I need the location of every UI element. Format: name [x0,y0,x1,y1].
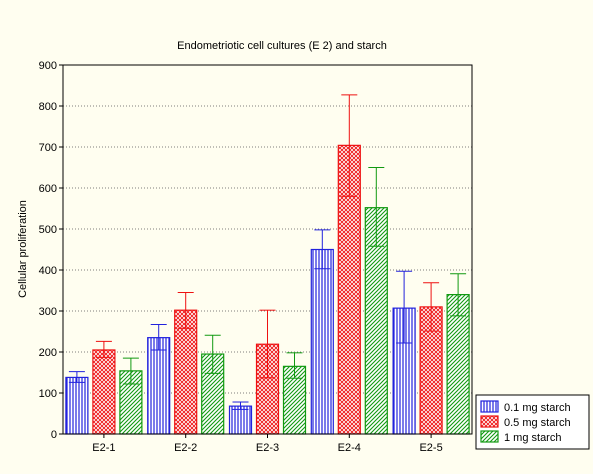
y-tick-label: 100 [39,388,57,400]
y-tick-label: 400 [39,265,57,277]
y-tick-label: 600 [39,183,57,195]
bar [65,376,89,435]
x-tick-label: E2-2 [174,442,197,454]
legend-swatch [480,400,499,413]
x-tick-label: E2-5 [419,442,442,454]
legend-swatch [480,430,499,443]
y-tick-label: 700 [39,142,57,154]
legend: 0.1 mg starch 0.5 mg starch 1 mg starch [475,394,590,450]
x-tick-label: E2-3 [256,442,279,454]
chart-title: Endometriotic cell cultures (E 2) and st… [177,40,387,52]
x-tick-label: E2-1 [92,442,115,454]
x-tick-label: E2-4 [338,442,361,454]
bar [174,309,198,435]
legend-label: 0.5 mg starch [504,417,571,429]
bars [65,144,470,435]
y-tick-label: 300 [39,306,57,318]
y-tick-label: 800 [39,101,57,113]
y-tick-label: 500 [39,224,57,236]
y-axis-label: Cellular proliferation [17,200,29,298]
bar [147,337,171,435]
legend-label: 0.1 mg starch [504,402,571,414]
y-tick-label: 200 [39,347,57,359]
bar [92,349,116,435]
legend-swatch [480,415,499,428]
y-tick-label: 900 [39,60,57,72]
x-axis-ticks: E2-1 E2-2 E2-3 E2-4 E2-5 [92,434,443,454]
y-tick-label: 0 [51,429,57,441]
y-axis-ticks: 0 100 200 300 400 500 600 700 800 900 [39,60,63,441]
legend-label: 1 mg starch [504,432,561,444]
bar [310,248,334,435]
bar [228,405,253,435]
error-bars [68,94,467,410]
